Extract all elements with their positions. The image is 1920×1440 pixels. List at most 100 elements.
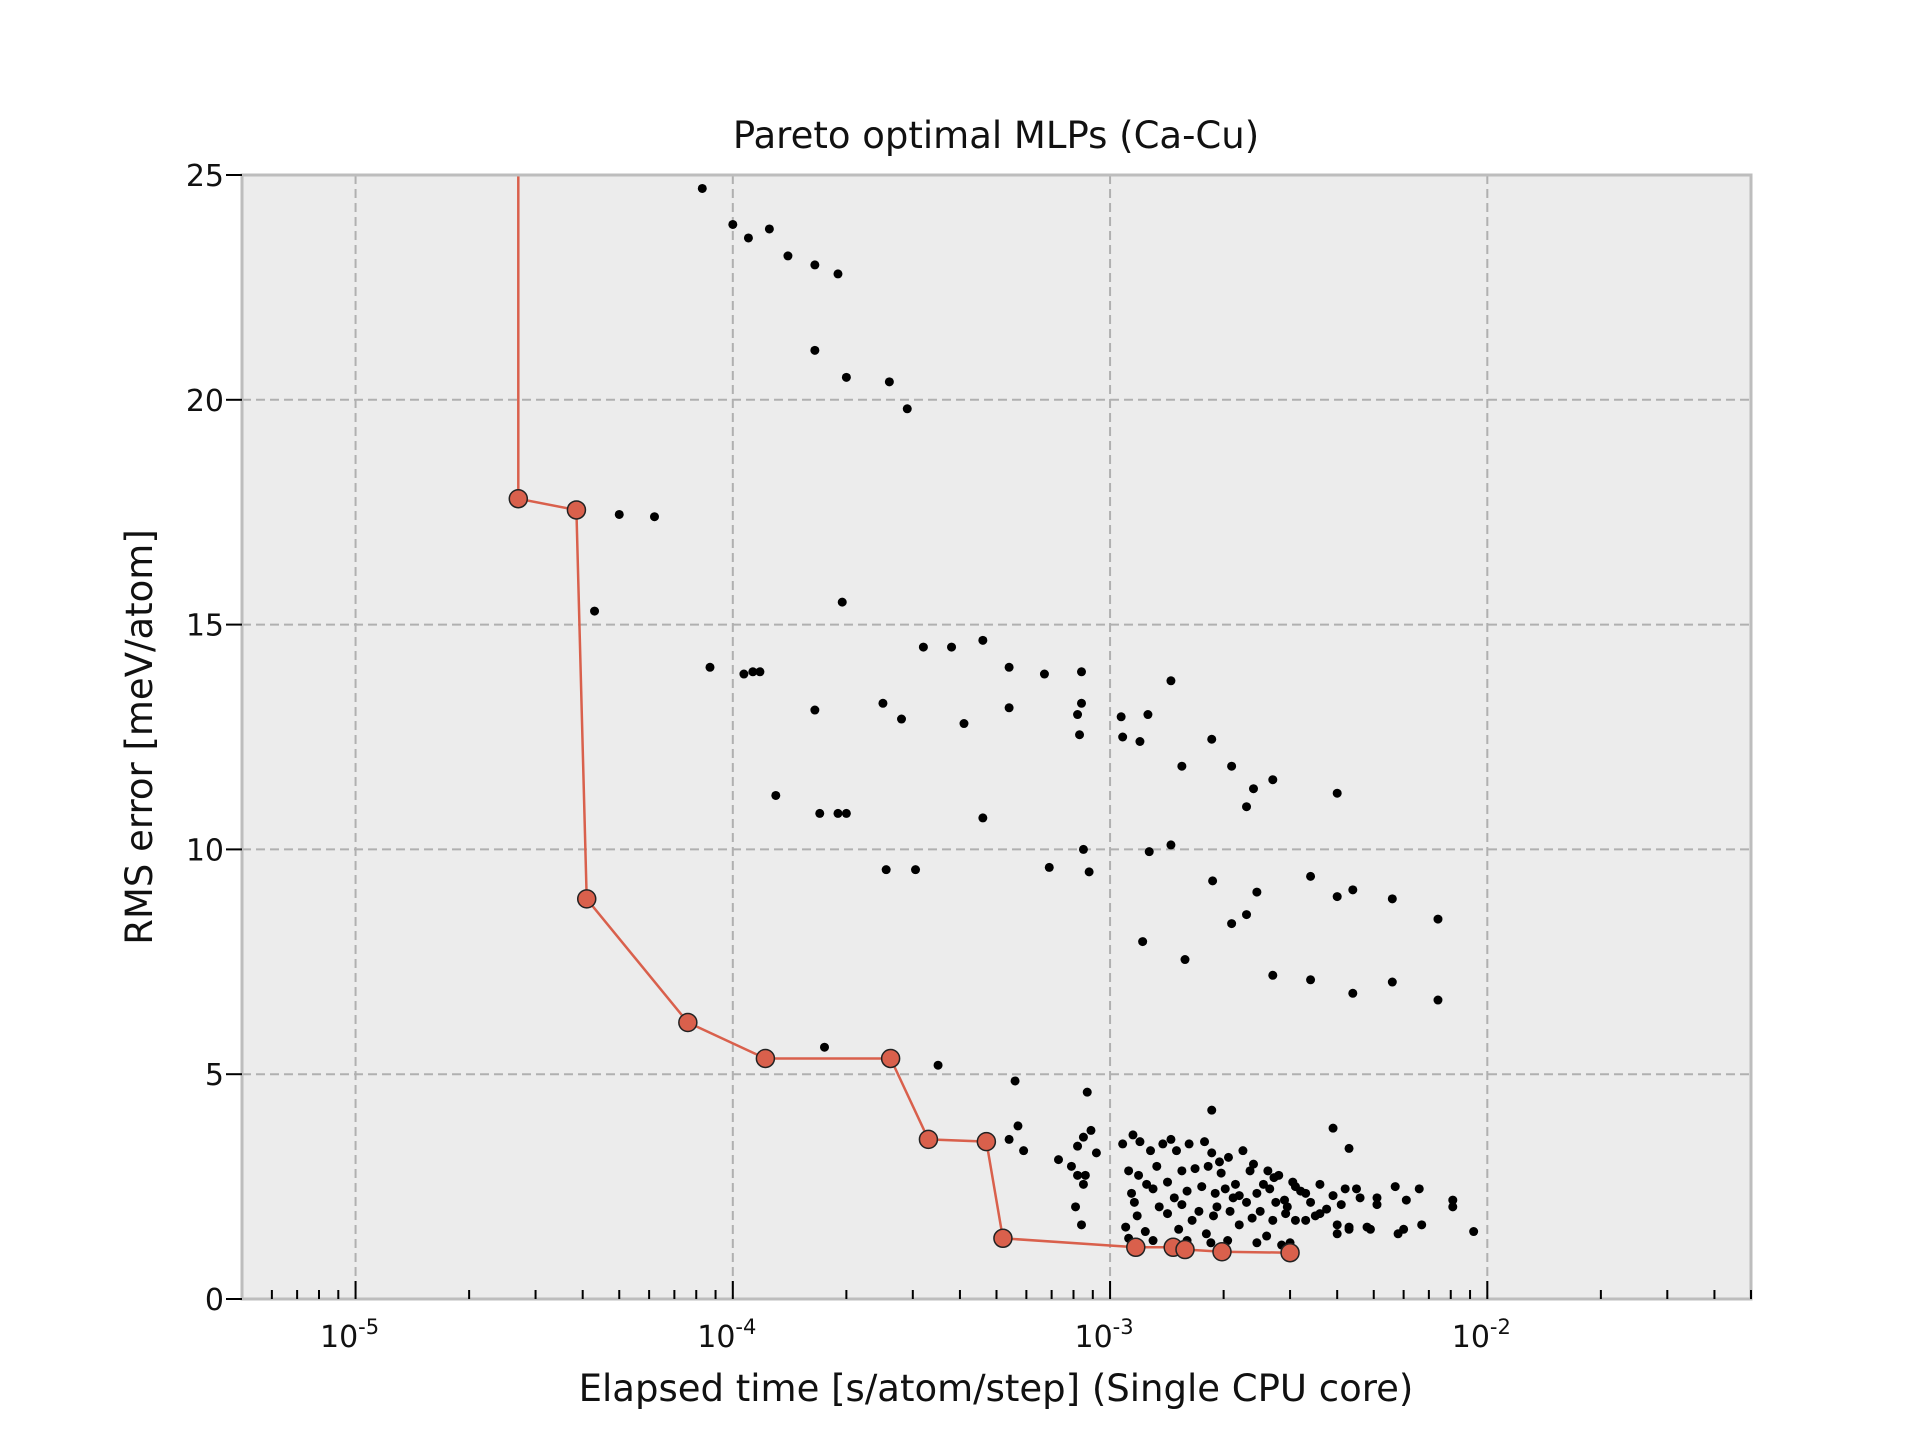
scatter-point: [1399, 1224, 1409, 1234]
x-tick-exponent: -4: [735, 1315, 756, 1339]
plot-background: [242, 175, 1751, 1299]
y-tick-label: 10: [186, 833, 224, 868]
scatter-point: [1177, 1200, 1187, 1210]
scatter-point: [1073, 1170, 1083, 1180]
scatter-point: [1220, 1184, 1230, 1194]
pareto-point: [918, 1129, 939, 1150]
scatter-point: [841, 808, 851, 818]
scatter-point: [815, 808, 825, 818]
scatter-point: [1414, 1184, 1424, 1194]
scatter-point: [1258, 1179, 1268, 1189]
pareto-point: [508, 488, 529, 509]
scatter-point: [1216, 1168, 1226, 1178]
scatter-point: [697, 183, 707, 193]
scatter-point: [1242, 910, 1252, 920]
scatter-point: [1281, 1209, 1291, 1219]
scatter-point: [1127, 1188, 1137, 1198]
scatter-point: [1144, 847, 1154, 857]
scatter-point: [1227, 919, 1237, 929]
scatter-point: [1073, 710, 1083, 720]
pareto-point: [880, 1048, 901, 1069]
scatter-point: [1118, 732, 1128, 742]
scatter-point: [1469, 1227, 1479, 1237]
scatter-point: [1263, 1166, 1273, 1176]
scatter-point: [1387, 977, 1397, 987]
scatter-point: [1158, 1139, 1168, 1149]
scatter-point: [810, 345, 820, 355]
scatter-point: [819, 1042, 829, 1052]
scatter-point: [1078, 844, 1088, 854]
scatter-point: [1344, 1222, 1354, 1232]
scatter-point: [705, 662, 715, 672]
scatter-point: [1223, 1152, 1233, 1162]
scatter-point: [1306, 1197, 1316, 1207]
scatter-point: [1180, 955, 1190, 965]
scatter-point: [1340, 1184, 1350, 1194]
scatter-point: [1255, 1206, 1265, 1216]
scatter-point: [1207, 1105, 1217, 1115]
scatter-point: [1163, 1209, 1173, 1219]
x-axis-label: Elapsed time [s/atom/step] (Single CPU c…: [579, 1367, 1414, 1410]
x-tick-base: 10: [1074, 1320, 1112, 1355]
scatter-point: [1004, 662, 1014, 672]
scatter-point: [1248, 1159, 1258, 1169]
scatter-point: [1004, 1134, 1014, 1144]
scatter-point: [764, 224, 774, 234]
scatter-point: [1206, 1238, 1216, 1248]
scatter-point: [1336, 1200, 1346, 1210]
scatter-point: [884, 377, 894, 387]
scatter-point: [1076, 667, 1086, 677]
scatter-point: [1194, 1206, 1204, 1216]
scatter-point: [1066, 1161, 1076, 1171]
scatter-point: [1044, 862, 1054, 872]
scatter-point: [959, 719, 969, 729]
scatter-point: [1163, 1177, 1173, 1187]
scatter-point: [1227, 761, 1237, 771]
scatter-point: [1116, 712, 1126, 722]
scatter-point: [1322, 1204, 1332, 1214]
scatter-point: [1332, 1220, 1342, 1230]
scatter-point: [1214, 1157, 1224, 1167]
chart-title: Pareto optimal MLPs (Ca-Cu): [733, 114, 1259, 157]
scatter-point: [1148, 1236, 1158, 1246]
scatter-point: [902, 404, 912, 414]
scatter-point: [1190, 1164, 1200, 1174]
grid-lines: [242, 175, 1751, 1299]
scatter-point: [1252, 1188, 1262, 1198]
scatter-point: [1171, 1146, 1181, 1156]
scatter-point: [1372, 1193, 1382, 1203]
scatter-point: [1248, 784, 1258, 794]
scatter-point: [1245, 1166, 1255, 1176]
scatter-point: [1365, 1224, 1375, 1234]
scatter-point: [1390, 1182, 1400, 1192]
scatter-point: [1124, 1166, 1134, 1176]
scatter-point: [1252, 887, 1262, 897]
y-tick-label: 20: [186, 384, 224, 419]
scatter-point: [1234, 1220, 1244, 1230]
scatter-point: [1054, 1155, 1064, 1165]
scatter-point: [1019, 1146, 1029, 1156]
scatter-point: [1039, 669, 1049, 679]
x-tick-label: 10-4: [697, 1315, 756, 1355]
x-tick-base: 10: [697, 1320, 735, 1355]
y-axis-label: RMS error [meV/atom]: [118, 529, 161, 945]
scatter-point: [1010, 1076, 1020, 1086]
data-points: [590, 183, 1479, 1250]
scatter-point: [1084, 867, 1094, 877]
scatter-point: [1200, 1137, 1210, 1147]
scatter-point: [1140, 1227, 1150, 1237]
scatter-point: [1166, 840, 1176, 850]
scatter-point: [1118, 1139, 1128, 1149]
scatter-point: [918, 642, 928, 652]
scatter-point: [1078, 1132, 1088, 1142]
scatter-point: [1086, 1125, 1096, 1135]
scatter-point: [1146, 1146, 1156, 1156]
pareto-front: [508, 175, 1300, 1263]
scatter-point: [1134, 1170, 1144, 1180]
pareto-point: [678, 1012, 698, 1033]
scatter-point: [649, 512, 659, 522]
scatter-point: [1013, 1121, 1023, 1131]
scatter-point: [1166, 676, 1176, 686]
scatter-point: [1328, 1191, 1338, 1201]
